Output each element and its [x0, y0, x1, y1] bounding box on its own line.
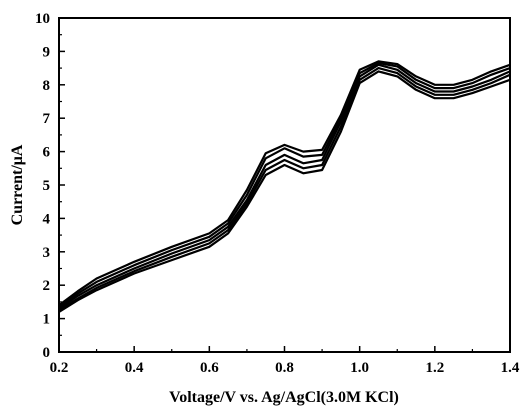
y-tick-label: 2 — [43, 278, 51, 294]
plot-frame — [58, 17, 511, 353]
y-tick-label: 8 — [43, 78, 51, 94]
y-tick-label: 6 — [43, 145, 51, 161]
series-layer — [58, 60, 511, 313]
x-axis-title: Voltage/V vs. Ag/AgCl(3.0M KCl) — [169, 389, 399, 406]
x-tick-label: 1.2 — [425, 360, 444, 376]
series-line-2 — [58, 66, 511, 312]
y-tick-label: 0 — [43, 345, 51, 361]
series-line-5 — [58, 60, 511, 307]
series-line-4 — [58, 61, 511, 308]
x-tick-label: 0.6 — [200, 360, 219, 376]
plot-area — [59, 18, 510, 352]
y-tick-label: 3 — [43, 245, 51, 261]
y-tick-label: 7 — [43, 111, 51, 127]
y-tick-label: 5 — [43, 178, 51, 194]
x-tick-label: 1.4 — [501, 360, 520, 376]
x-tick-label: 0.4 — [125, 360, 144, 376]
x-tick-label: 1.0 — [350, 360, 369, 376]
y-tick-label: 10 — [35, 11, 50, 27]
labels-layer: 0.2 0.4 0.6 0.8 1.0 1.2 1.4 0 1 2 3 4 5 6 7 8 9 10 — [35, 11, 520, 376]
x-tick-label: 0.2 — [50, 360, 69, 376]
y-tick-label: 9 — [43, 44, 51, 60]
series-line-1 — [58, 70, 511, 313]
series-line-3 — [58, 63, 511, 310]
y-tick-label: 1 — [43, 312, 51, 328]
y-axis-title: Current/μA — [9, 144, 26, 225]
x-tick-label: 0.8 — [275, 360, 294, 376]
y-tick-label: 4 — [43, 211, 51, 227]
